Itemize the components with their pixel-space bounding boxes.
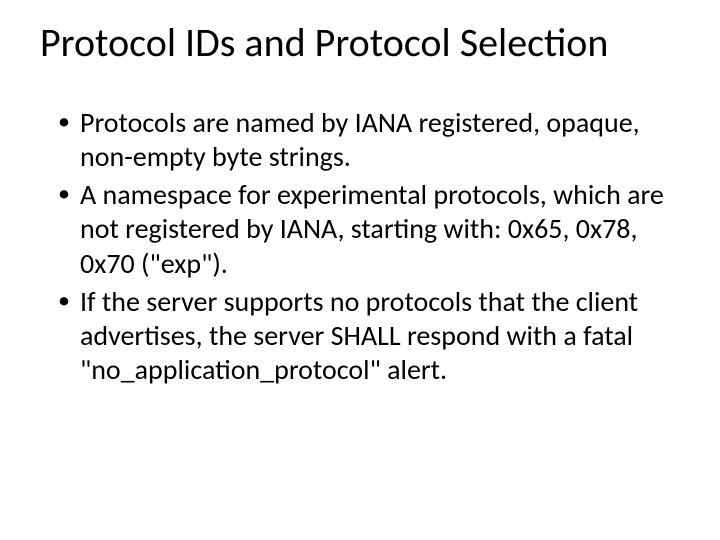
slide: Protocol IDs and Protocol Selection Prot…	[0, 0, 720, 540]
slide-title: Protocol IDs and Protocol Selection	[40, 20, 680, 66]
bullet-item: A namespace for experimental protocols, …	[58, 178, 680, 280]
bullet-item: Protocols are named by IANA registered, …	[58, 106, 680, 174]
bullet-item: If the server supports no protocols that…	[58, 285, 680, 387]
bullet-list: Protocols are named by IANA registered, …	[40, 106, 680, 387]
